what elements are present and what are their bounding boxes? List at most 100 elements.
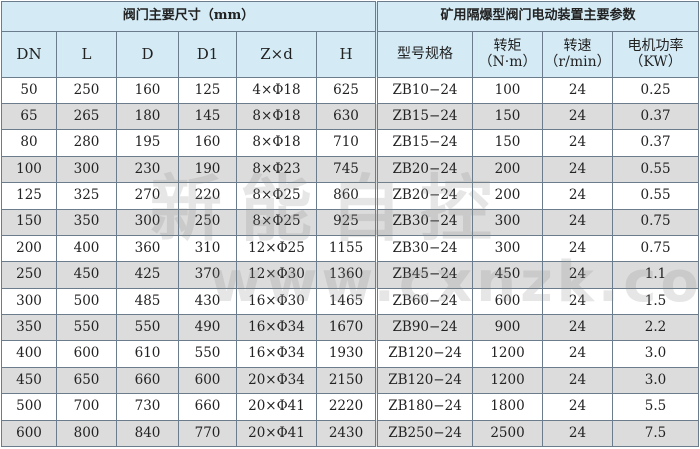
cell-d1: 600 [178,366,237,395]
table-row: 80 280 195 160 8×Φ18 710 ZB15−24 150 24 0.37 [1,129,700,157]
cell-dn: 100 [1,155,57,184]
column-header-label: D [141,44,154,63]
cell-speed: 24 [542,340,614,368]
cell-d: 485 [116,287,179,316]
cell-d: 195 [116,129,179,157]
cell-d: 550 [116,314,179,342]
cell-h: 1930 [315,340,378,368]
cell-l: 650 [56,366,117,395]
cell-l: 250 [56,76,117,105]
cell-model: ZB20−24 [375,155,474,184]
cell-d: 180 [116,103,179,131]
cell-z-d: 8×Φ25 [236,208,317,236]
cell-l: 325 [56,182,117,210]
cell-z-d: 16×Φ34 [236,340,317,368]
cell-h: 745 [315,155,378,184]
group-header-row: 阀门主要尺寸（mm） 矿用隔爆型阀门电动装置主要参数 [0,1,700,32]
cell-motor-power: 0.37 [612,129,700,157]
cell-d: 160 [116,76,179,105]
table-row: 350 550 550 490 16×Φ34 1670 ZB90−24 900 24 2.2 [1,314,700,342]
table-row: 500 700 730 660 20×Φ41 2220 ZB180−24 1800 24 5.5 [1,393,700,421]
column-header-dn: DN [1,30,57,78]
cell-l: 800 [56,419,117,448]
cell-d1: 145 [178,103,237,131]
cell-d1: 770 [178,419,237,448]
cell-z-d: 8×Φ18 [236,129,317,157]
cell-d: 660 [116,366,179,395]
column-header-model: 型号规格 [375,30,474,78]
cell-torque: 1200 [472,366,544,395]
valve-dimensions-title: 阀门主要尺寸（mm） [0,1,378,32]
cell-d1: 160 [178,129,237,157]
column-header-label: Z×d [260,44,293,63]
cell-motor-power: 3.0 [612,340,700,368]
cell-motor-power: 0.25 [612,76,700,105]
cell-motor-power: 1.5 [612,287,700,316]
cell-d: 360 [116,234,179,263]
cell-d: 610 [116,340,179,368]
cell-dn: 250 [1,261,57,289]
cell-speed: 24 [542,287,614,316]
cell-l: 450 [56,261,117,289]
cell-h: 860 [315,182,378,210]
cell-model: ZB30−24 [375,234,474,263]
table-row: 600 800 840 770 20×Φ41 2430 ZB250−24 2500 24 7.5 [1,419,700,448]
cell-dn: 80 [1,129,57,157]
cell-z-d: 8×Φ23 [236,155,317,184]
column-header-row: DN L D D1 Z×d H 型号规格 转矩 （N·m） 转速 （r/min） 电机功率 （KW） [1,30,700,78]
column-header-unit: （KW） [629,54,682,71]
cell-h: 1155 [315,234,378,263]
cell-l: 350 [56,208,117,236]
cell-l: 280 [56,129,117,157]
cell-motor-power: 0.75 [612,208,700,236]
cell-motor-power: 0.55 [612,182,700,210]
cell-d1: 370 [178,261,237,289]
cell-speed: 24 [542,76,614,105]
column-header-d1: D1 [178,30,237,78]
cell-dn: 500 [1,393,57,421]
cell-motor-power: 0.37 [612,103,700,131]
cell-torque: 2500 [472,419,544,448]
cell-speed: 24 [542,208,614,236]
cell-torque: 300 [472,234,544,263]
cell-z-d: 8×Φ18 [236,103,317,131]
cell-speed: 24 [542,182,614,210]
cell-torque: 1200 [472,340,544,368]
column-header-z-d: Z×d [236,30,317,78]
cell-dn: 300 [1,287,57,316]
column-header-l: L [56,30,117,78]
table-row: 100 300 230 190 8×Φ23 745 ZB20−24 200 24 0.55 [1,155,700,184]
cell-h: 630 [315,103,378,131]
cell-torque: 1800 [472,393,544,421]
cell-speed: 24 [542,261,614,289]
cell-model: ZB10−24 [375,76,474,105]
column-header-unit: （r/min） [544,54,611,71]
cell-h: 625 [315,76,378,105]
cell-z-d: 20×Φ34 [236,366,317,395]
cell-d1: 220 [178,182,237,210]
cell-z-d: 20×Φ41 [236,419,317,448]
column-header-torque: 转矩 （N·m） [472,30,544,78]
column-header-label: 型号规格 [397,46,454,63]
cell-motor-power: 2.2 [612,314,700,342]
cell-speed: 24 [542,129,614,157]
cell-z-d: 20×Φ41 [236,393,317,421]
cell-d: 300 [116,208,179,236]
cell-h: 710 [315,129,378,157]
cell-l: 300 [56,155,117,184]
cell-motor-power: 1.1 [612,261,700,289]
cell-torque: 200 [472,182,544,210]
cell-d: 840 [116,419,179,448]
cell-z-d: 12×Φ30 [236,261,317,289]
cell-dn: 50 [1,76,57,105]
cell-z-d: 4×Φ18 [236,76,317,105]
cell-dn: 450 [1,366,57,395]
cell-speed: 24 [542,393,614,421]
cell-h: 2220 [315,393,378,421]
cell-l: 500 [56,287,117,316]
cell-motor-power: 0.75 [612,234,700,263]
cell-dn: 350 [1,314,57,342]
cell-dn: 65 [1,103,57,131]
cell-torque: 150 [472,103,544,131]
table-row: 250 450 425 370 12×Φ30 1360 ZB45−24 450 24 1.1 [1,261,700,289]
